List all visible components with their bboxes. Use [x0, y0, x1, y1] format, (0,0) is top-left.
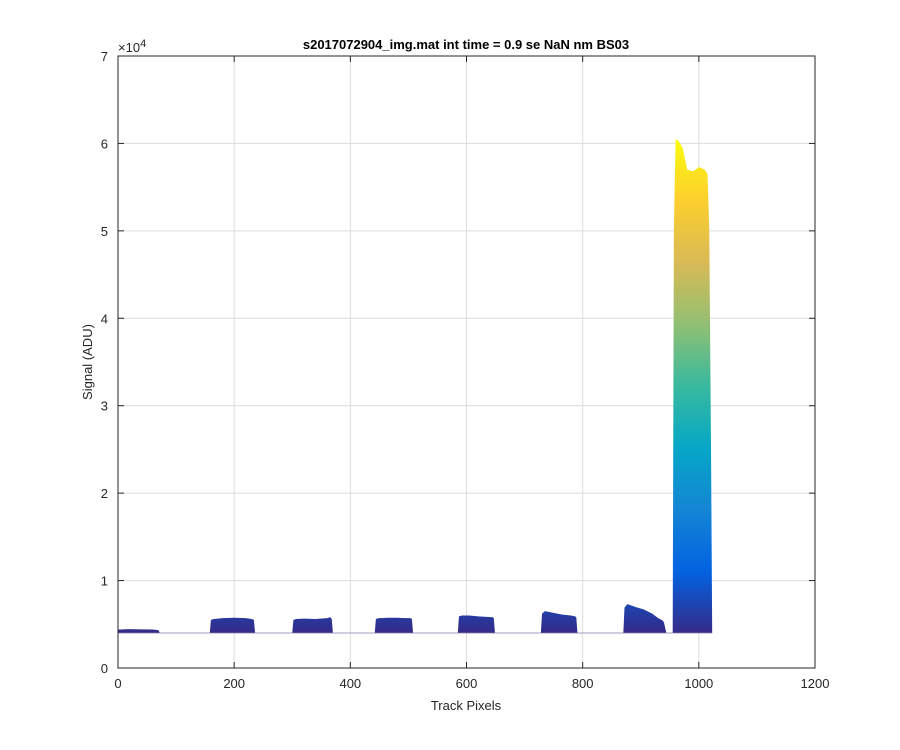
y-exponent-label: ×104 — [118, 38, 146, 55]
signal-peak-3 — [292, 617, 333, 634]
signal-peak-5 — [457, 615, 495, 634]
x-tick-label: 800 — [572, 676, 594, 691]
y-tick-label: 1 — [101, 574, 108, 589]
y-tick-label: 5 — [101, 224, 108, 239]
x-tick-label: 200 — [223, 676, 245, 691]
chart-title: s2017072904_img.mat int time = 0.9 se Na… — [303, 37, 629, 52]
x-axis-label: Track Pixels — [431, 698, 502, 713]
signal-peak-8 — [672, 139, 713, 634]
x-tick-label: 600 — [456, 676, 478, 691]
x-tick-label: 0 — [114, 676, 121, 691]
x-tick-label: 1200 — [801, 676, 830, 691]
signal-peak-1 — [118, 629, 160, 634]
y-tick-label: 6 — [101, 136, 108, 151]
y-axis: 0 1 2 3 4 5 6 7 — [101, 49, 815, 676]
signal-peak-4 — [374, 617, 414, 634]
y-tick-label: 4 — [101, 311, 108, 326]
signal-peak-2 — [209, 617, 256, 634]
x-tick-label: 400 — [339, 676, 361, 691]
signal-peak-7 — [623, 604, 667, 634]
y-tick-label: 0 — [101, 661, 108, 676]
x-tick-label: 1000 — [684, 676, 713, 691]
y-axis-label: Signal (ADU) — [80, 324, 95, 400]
signal-peak-6 — [540, 611, 578, 634]
y-exponent-power: 4 — [140, 38, 146, 50]
signal-areas — [118, 139, 713, 634]
y-tick-label: 2 — [101, 486, 108, 501]
y-exponent-base: ×10 — [118, 40, 140, 55]
x-axis: 0 200 400 600 800 1000 1200 — [114, 56, 829, 691]
y-tick-label: 7 — [101, 49, 108, 64]
y-tick-label: 3 — [101, 399, 108, 414]
